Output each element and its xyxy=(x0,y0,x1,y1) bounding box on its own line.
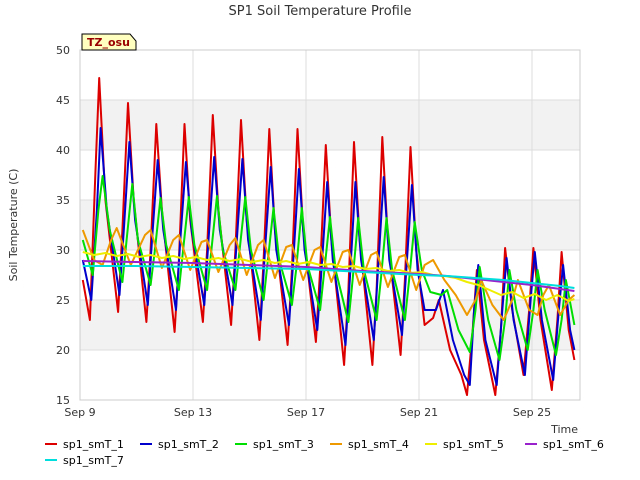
site-badge: TZ_osu xyxy=(81,33,137,51)
x-tick-label: Sep 17 xyxy=(287,406,325,419)
y-tick-label: 45 xyxy=(56,94,70,107)
series-line-sp1_smT_5 xyxy=(82,251,575,302)
plot-band xyxy=(80,150,580,200)
y-tick-label: 20 xyxy=(56,344,70,357)
plot-band xyxy=(80,350,580,400)
y-tick-label: 25 xyxy=(56,294,70,307)
legend-entry: sp1_smT_4 xyxy=(348,438,409,451)
x-tick-label: Sep 13 xyxy=(174,406,212,419)
y-tick-label: 50 xyxy=(56,44,70,57)
y-axis-ticks: 15 20 25 30 35 40 45 50 xyxy=(56,44,70,407)
y-tick-label: 40 xyxy=(56,144,70,157)
plot-band xyxy=(80,50,580,100)
legend: sp1_smT_1 sp1_smT_2 sp1_smT_3 sp1_smT_4 sp1_… xyxy=(45,438,604,467)
x-tick-label: Sep 21 xyxy=(400,406,438,419)
site-badge-box xyxy=(81,33,137,51)
legend-entry: sp1_smT_3 xyxy=(253,438,314,451)
chart-title: SP1 Soil Temperature Profile xyxy=(229,4,412,19)
legend-entry: sp1_smT_1 xyxy=(63,438,124,451)
y-axis-label: Soil Temperature (C) xyxy=(7,169,20,282)
plot-band xyxy=(80,300,580,350)
legend-entry: sp1_smT_5 xyxy=(443,438,504,451)
legend-entry: sp1_smT_6 xyxy=(543,438,604,451)
series-lines xyxy=(81,77,576,396)
y-tick-label: 30 xyxy=(56,244,70,257)
x-tick-label: Sep 25 xyxy=(513,406,551,419)
legend-entry: sp1_smT_7 xyxy=(63,454,124,467)
y-tick-label: 15 xyxy=(56,394,70,407)
series-line-sp1_smT_7 xyxy=(82,265,575,289)
series-line-sp1_smT_4 xyxy=(81,227,576,321)
plot-frame xyxy=(79,49,581,401)
y-tick-label: 35 xyxy=(56,194,70,207)
legend-entry: sp1_smT_2 xyxy=(158,438,219,451)
x-axis-label: Time xyxy=(550,423,578,436)
plot-band xyxy=(80,100,580,150)
x-axis-ticks: Sep 9 Sep 13 Sep 17 Sep 21 Sep 25 xyxy=(64,406,551,419)
site-badge-label: TZ_osu xyxy=(87,36,130,49)
x-tick-label: Sep 9 xyxy=(64,406,95,419)
